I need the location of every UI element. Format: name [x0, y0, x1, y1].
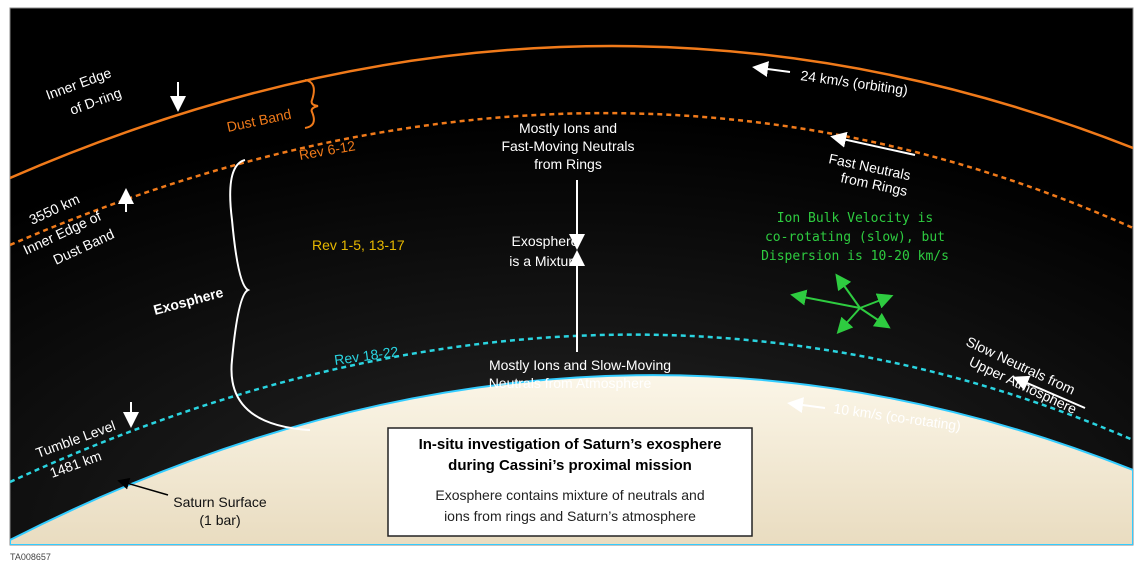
label: Ion Bulk Velocity is	[777, 211, 934, 226]
figure-id: TA008657	[10, 552, 51, 562]
box-body: Exosphere contains mixture of neutrals a…	[435, 487, 704, 503]
label: Mostly Ions and Slow-Moving	[489, 357, 671, 373]
label: Neutrals from Atmosphere	[489, 375, 652, 391]
label: Mostly Ions and	[519, 120, 617, 136]
label: Fast-Moving Neutrals	[501, 138, 634, 154]
label: co-rotating (slow), but	[765, 230, 945, 245]
label: Rev 1-5, 13-17	[312, 237, 405, 253]
label: from Rings	[534, 156, 602, 172]
label: Saturn Surface	[173, 494, 267, 510]
box-title: In-situ investigation of Saturn’s exosph…	[419, 436, 722, 453]
box-title: during Cassini’s proximal mission	[448, 457, 692, 474]
label: Dispersion is 10-20 km/s	[761, 249, 949, 264]
label: Exosphere	[512, 233, 579, 249]
label: is a Mixture	[509, 253, 581, 269]
label: (1 bar)	[199, 512, 240, 528]
box-body: ions from rings and Saturn’s atmosphere	[444, 508, 696, 524]
diagram: Inner Edge of D-ring Dust Band Rev 6-12 …	[0, 0, 1143, 565]
